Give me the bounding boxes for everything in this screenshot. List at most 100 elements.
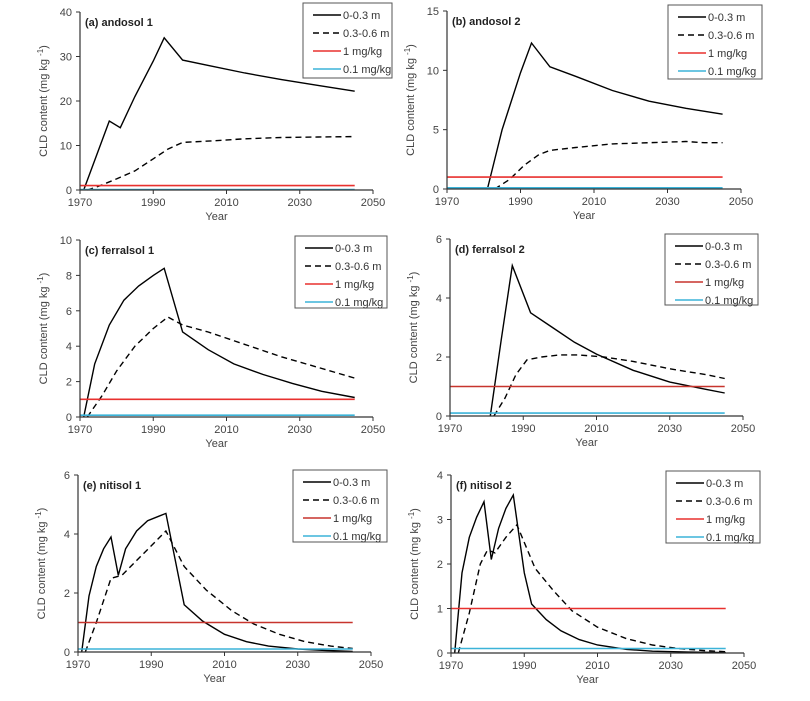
series-line-0-0-3-m — [486, 41, 723, 190]
chart-panel-5: 0 2 4 6 1970 1990 2010 2030 2050 Year CLD content … — [34, 469, 388, 685]
x-tick-label: 2030 — [286, 659, 310, 671]
legend-label: 0-0.3 m — [335, 243, 372, 255]
panel-title: (d) ferralsol 2 — [455, 244, 525, 256]
x-tick-label: 2030 — [655, 196, 679, 208]
x-axis-title: Year — [575, 437, 598, 449]
chart-panel-6: 0 1 2 3 4 1970 1990 2010 2030 2050 Year CLD content… — [407, 470, 761, 686]
legend-label: 0.1 mg/kg — [706, 532, 754, 544]
y-tick-label: 4 — [437, 470, 443, 482]
x-tick-label: 2010 — [214, 424, 238, 436]
y-tick-label: 0 — [66, 412, 72, 424]
x-tick-label: 1970 — [68, 197, 92, 209]
y-tick-label: 30 — [60, 52, 72, 64]
panel-title: (e) nitisol 1 — [83, 480, 141, 492]
series-line-0-0-3-m — [83, 36, 355, 191]
chart-panel-4: 0 2 4 6 1970 1990 2010 2030 2050 Year CLD content … — [406, 233, 759, 449]
y-tick-label: 0 — [433, 184, 439, 196]
legend: 0-0.3 m 0.3-0.6 m 1 mg/kg 0.1 mg/kg — [665, 470, 761, 544]
y-tick-label: 6 — [436, 234, 442, 246]
legend-label: 0.1 mg/kg — [335, 297, 383, 309]
legend-label: 1 mg/kg — [706, 514, 745, 526]
y-tick-label: 0 — [436, 411, 442, 423]
legend-label: 0-0.3 m — [706, 478, 743, 490]
panel-title: (f) nitisol 2 — [456, 480, 512, 492]
series-line-0-3-0-6-m — [494, 140, 723, 190]
legend-label: 0.3-0.6 m — [335, 261, 381, 273]
x-tick-label: 1970 — [435, 196, 459, 208]
legend-label: 1 mg/kg — [708, 48, 747, 60]
y-axis-title: CLD content (mg kg -1) — [406, 272, 420, 384]
series-line-0-0-3-m — [81, 512, 353, 653]
x-tick-label: 2050 — [359, 659, 383, 671]
legend-label: 0-0.3 m — [705, 241, 742, 253]
x-tick-label: 1990 — [141, 197, 165, 209]
chart-panel-2: 0 5 10 15 1970 1990 2010 2030 2050 Year CLD conten… — [403, 4, 763, 222]
y-axis-title: CLD content (mg kg -1) — [403, 44, 417, 156]
chart-panel-3: 0 2 4 6 8 10 1970 1990 2010 2030 2050 Year CLD conte… — [36, 235, 388, 450]
x-tick-label: 1990 — [511, 423, 535, 435]
legend-label: 1 mg/kg — [705, 277, 744, 289]
x-tick-label: 2010 — [212, 659, 236, 671]
x-tick-label: 2050 — [361, 424, 385, 436]
x-tick-label: 1970 — [439, 660, 463, 672]
legend-label: 1 mg/kg — [335, 279, 374, 291]
legend-label: 0-0.3 m — [343, 10, 380, 22]
x-tick-label: 2030 — [288, 424, 312, 436]
y-tick-label: 15 — [427, 6, 439, 18]
y-tick-label: 40 — [60, 7, 72, 19]
legend-label: 1 mg/kg — [343, 46, 382, 58]
legend-label: 0.3-0.6 m — [343, 28, 389, 40]
y-tick-label: 4 — [436, 293, 442, 305]
legend-label: 0-0.3 m — [708, 12, 745, 24]
legend: 0-0.3 m 0.3-0.6 m 1 mg/kg 0.1 mg/kg — [302, 2, 393, 79]
x-tick-label: 2030 — [658, 423, 682, 435]
legend-label: 1 mg/kg — [333, 513, 372, 525]
x-tick-label: 2050 — [731, 423, 755, 435]
x-tick-label: 2010 — [214, 197, 238, 209]
y-tick-label: 20 — [60, 96, 72, 108]
legend-box — [292, 469, 388, 543]
x-tick-label: 1990 — [508, 196, 532, 208]
panel-title: (c) ferralsol 1 — [85, 245, 154, 257]
x-axis-title: Year — [205, 211, 228, 223]
legend-label: 0-0.3 m — [333, 477, 370, 489]
y-tick-label: 8 — [66, 270, 72, 282]
series-line-0-3-0-6-m — [457, 523, 726, 654]
x-tick-label: 2050 — [732, 660, 756, 672]
panel-title: (a) andosol 1 — [85, 17, 153, 29]
x-tick-label: 1970 — [438, 423, 462, 435]
x-tick-label: 1970 — [66, 659, 90, 671]
series-line-0-3-0-6-m — [84, 529, 353, 653]
y-tick-label: 6 — [64, 470, 70, 482]
x-tick-label: 1990 — [512, 660, 536, 672]
x-tick-label: 2010 — [582, 196, 606, 208]
y-tick-label: 2 — [64, 588, 70, 600]
y-tick-label: 0 — [437, 648, 443, 660]
y-axis-title: CLD content (mg kg -1) — [34, 508, 48, 620]
panel-title: (b) andosol 2 — [452, 16, 520, 28]
y-tick-label: 2 — [437, 559, 443, 571]
legend-label: 0.1 mg/kg — [343, 64, 391, 76]
x-tick-label: 2050 — [729, 196, 753, 208]
x-tick-label: 2010 — [585, 660, 609, 672]
x-axis-title: Year — [573, 210, 596, 222]
x-tick-label: 2010 — [584, 423, 608, 435]
y-tick-label: 6 — [66, 306, 72, 318]
x-tick-label: 1970 — [68, 424, 92, 436]
legend-label: 0.3-0.6 m — [706, 496, 752, 508]
series-line-0-3-0-6-m — [86, 316, 355, 418]
x-tick-label: 2050 — [361, 197, 385, 209]
y-tick-label: 2 — [436, 352, 442, 364]
y-axis-title: CLD content (mg kg -1) — [36, 45, 50, 157]
legend-label: 0.1 mg/kg — [333, 531, 381, 543]
x-tick-label: 2030 — [288, 197, 312, 209]
x-tick-label: 2030 — [659, 660, 683, 672]
y-tick-label: 3 — [437, 515, 443, 527]
series-line-0-0-3-m — [83, 267, 355, 418]
y-tick-label: 4 — [64, 529, 70, 541]
y-tick-label: 4 — [66, 341, 72, 353]
y-axis-title: CLD content (mg kg -1) — [407, 508, 421, 620]
y-tick-label: 0 — [64, 647, 70, 659]
